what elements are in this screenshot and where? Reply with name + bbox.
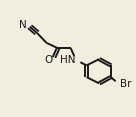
Text: N: N [19,20,27,30]
Text: Br: Br [120,79,131,89]
Text: HN: HN [60,55,75,65]
Text: O: O [44,55,52,65]
